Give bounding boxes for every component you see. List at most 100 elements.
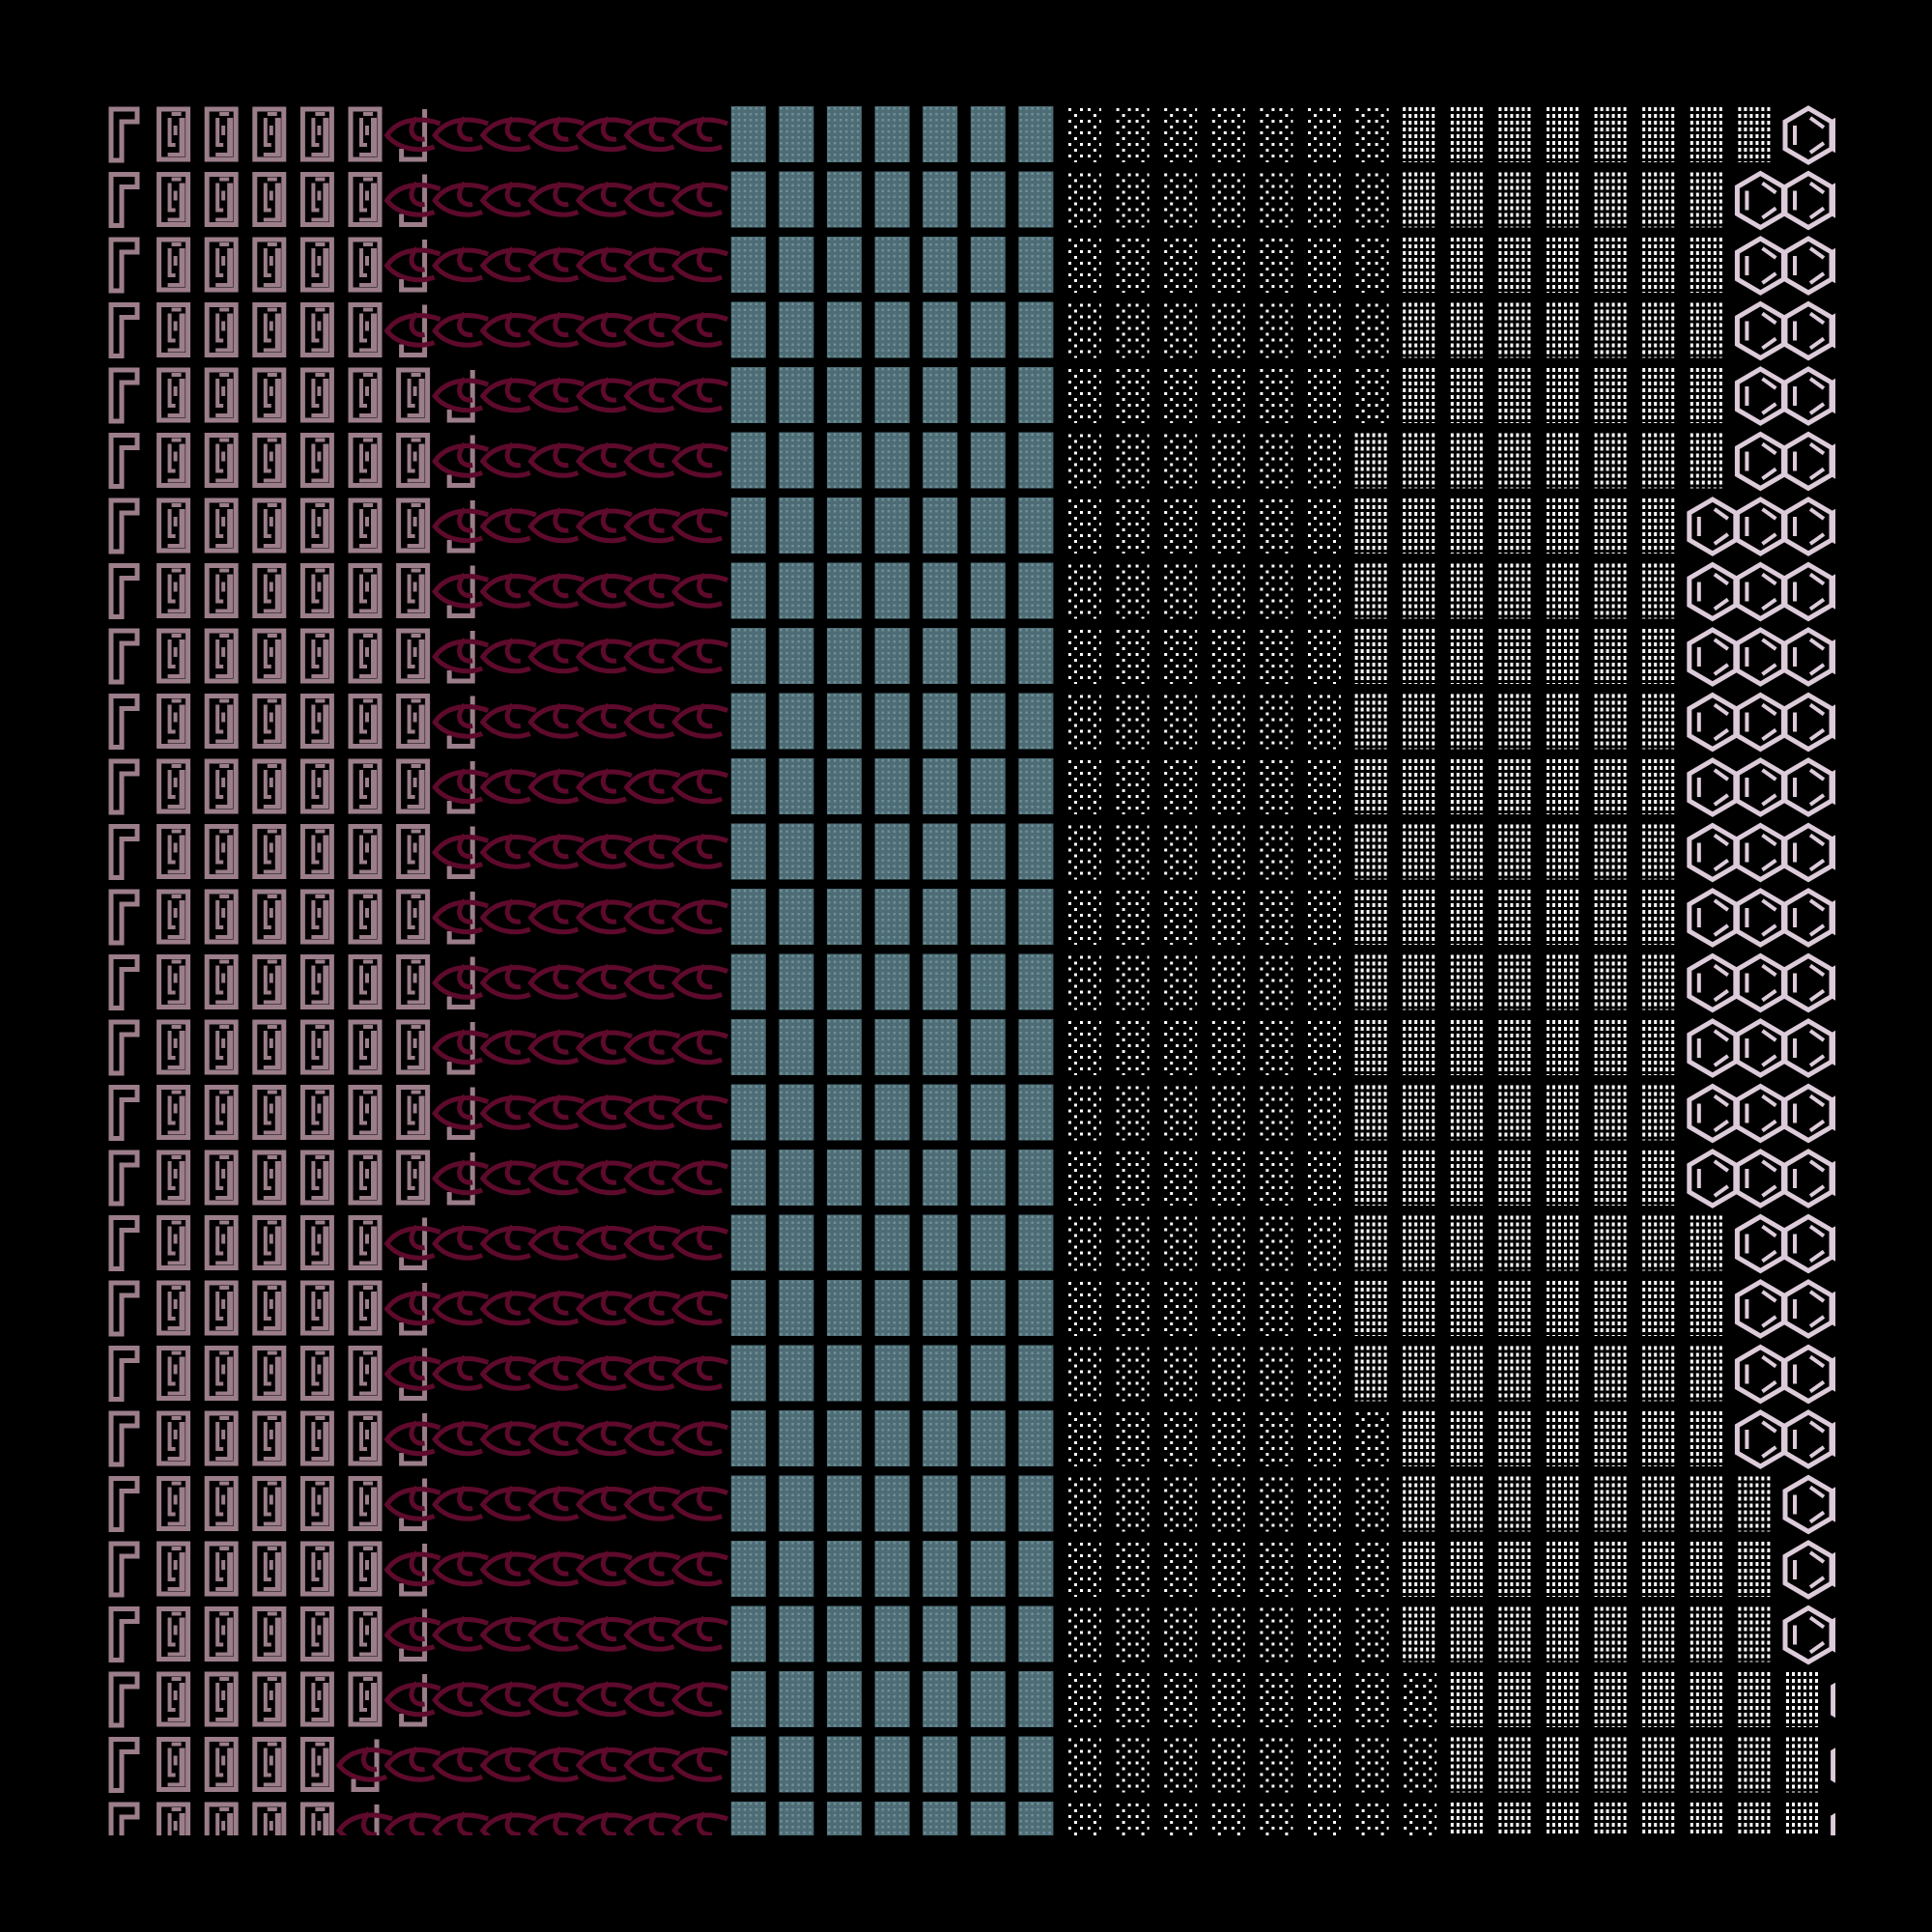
teal-dotted-tile [970, 106, 1006, 162]
eye-glyph [527, 507, 585, 544]
dense-dots-tile [1593, 301, 1629, 358]
teal-dotted-tile [779, 301, 814, 358]
teal-dotted-tile [874, 171, 910, 228]
dense-dots-tile [1402, 953, 1437, 1010]
eye-glyph [527, 702, 585, 739]
maze-box-glyph [204, 237, 239, 293]
maze-box-glyph [156, 1541, 191, 1597]
sparse-dots-tile [1353, 1802, 1389, 1835]
maze-box-glyph [156, 889, 191, 945]
eye-glyph [384, 1811, 441, 1835]
eye-glyph [479, 246, 537, 283]
teal-dotted-tile [779, 1475, 814, 1532]
hexagon-glyph [1782, 692, 1834, 753]
sparse-dots-tile [1066, 1214, 1101, 1271]
glyph-grid [108, 105, 1835, 1835]
sparse-dots-tile [1258, 628, 1293, 684]
dense-dots-tile [1641, 1410, 1677, 1466]
dense-dots-tile [1402, 171, 1437, 228]
eye-glyph [671, 1094, 729, 1130]
eye-glyph [671, 311, 729, 348]
dense-dots-tile [1402, 367, 1437, 423]
maze-box-glyph [396, 433, 431, 488]
sparse-dots-tile [1114, 171, 1150, 228]
eye-glyph [623, 1290, 681, 1326]
teal-dotted-tile [923, 1280, 958, 1336]
eye-glyph [479, 441, 537, 478]
dense-dots-tile [1449, 1019, 1485, 1075]
hexagon-glyph [1782, 431, 1834, 492]
hook-glyph [446, 696, 475, 749]
teal-dotted-tile [874, 1084, 910, 1141]
dense-dots-tile [1497, 693, 1533, 750]
maze-box-glyph [396, 758, 431, 814]
eye-glyph [479, 963, 537, 1000]
dense-dots-tile [1449, 1410, 1485, 1466]
dense-dots-tile [1593, 1736, 1629, 1793]
hexagon-glyph [1734, 757, 1786, 817]
teal-dotted-tile [970, 1150, 1006, 1206]
hook-glyph [446, 1022, 475, 1075]
dense-dots-tile [1402, 497, 1437, 554]
sparse-dots-tile [1162, 432, 1198, 489]
sparse-dots-tile [1258, 1345, 1293, 1402]
sparse-dots-tile [1258, 432, 1293, 489]
corner-frame-glyph [108, 954, 140, 1010]
sparse-dots-tile [1306, 889, 1341, 945]
dense-dots-tile [1546, 1150, 1580, 1206]
dense-dots-tile [1593, 953, 1629, 1010]
sparse-dots-tile [1066, 823, 1101, 880]
dense-dots-tile [1449, 1605, 1485, 1662]
eye-glyph [479, 1615, 537, 1652]
dense-dots-tile [1546, 1605, 1580, 1662]
teal-dotted-tile [779, 953, 814, 1010]
teal-dotted-tile [874, 1671, 910, 1727]
hook-glyph [399, 1478, 428, 1531]
sparse-dots-tile [1114, 1084, 1150, 1141]
maze-box-glyph [348, 1215, 383, 1270]
teal-dotted-tile [1018, 889, 1054, 945]
dense-dots-tile [1785, 1802, 1820, 1835]
teal-dotted-tile [779, 562, 814, 619]
corner-frame-glyph [108, 172, 140, 228]
maze-box-glyph [156, 497, 191, 554]
hexagon-glyph [1734, 1083, 1786, 1144]
sparse-dots-tile [1306, 1541, 1341, 1597]
eye-glyph [527, 441, 585, 478]
teal-dotted-tile [827, 1214, 862, 1271]
sparse-dots-tile [1066, 1475, 1101, 1532]
eye-glyph [575, 898, 633, 935]
eye-glyph [527, 1746, 585, 1782]
teal-dotted-tile [1018, 1150, 1054, 1206]
maze-box-glyph [204, 1019, 239, 1075]
maze-box-glyph [396, 497, 431, 554]
hexagon-glyph [1831, 1291, 1835, 1327]
sparse-dots-tile [1306, 432, 1341, 489]
sparse-dots-tile [1209, 1410, 1245, 1466]
teal-dotted-tile [874, 1605, 910, 1662]
eye-glyph [432, 833, 490, 869]
maze-box-glyph [252, 1410, 287, 1466]
sparse-dots-tile [1162, 1084, 1198, 1141]
dense-dots-tile [1593, 1345, 1629, 1402]
eye-glyph [432, 1224, 490, 1261]
hexagon-glyph [1831, 704, 1835, 740]
dense-dots-tile [1402, 1475, 1437, 1532]
eye-glyph [671, 1615, 729, 1652]
corner-frame-glyph [108, 694, 140, 750]
hexagon-glyph [1687, 627, 1739, 687]
teal-dotted-tile [874, 1280, 910, 1336]
hexagon-glyph [1734, 1018, 1786, 1078]
dense-dots-tile [1785, 1736, 1820, 1793]
dense-dots-tile [1546, 562, 1580, 619]
sparse-dots-tile [1258, 497, 1293, 554]
eye-glyph [575, 1354, 633, 1391]
teal-dotted-tile [923, 1150, 958, 1206]
maze-box-glyph [396, 367, 431, 423]
eye-glyph [479, 1811, 537, 1835]
sparse-dots-tile [1353, 301, 1389, 358]
sparse-dots-tile [1209, 628, 1245, 684]
eye-glyph [527, 1485, 585, 1521]
sparse-dots-tile [1066, 562, 1101, 619]
maze-box-glyph [299, 563, 334, 618]
